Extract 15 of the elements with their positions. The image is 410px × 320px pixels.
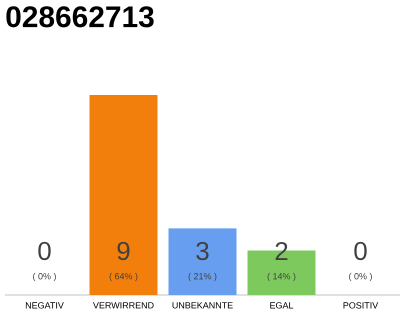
annotation: ( 0% ) [33,272,56,282]
annotation: ( 14% ) [268,272,296,282]
x-tick-label: NEGATIV [26,302,64,309]
data-label: 0 [354,242,367,260]
x-tick-label: VERWIRREND [92,302,154,308]
annotation: ( 64% ) [110,272,138,282]
data-label: 3 [196,242,209,260]
annotation: ( 0% ) [349,272,372,282]
data-label: 9 [118,242,130,260]
data-label: 0 [38,242,51,260]
chart-title: 028662713 [6,6,154,28]
x-tick-label: UNBEKANNTE [172,302,233,308]
x-tick-label: EGAL [270,302,294,309]
x-tick-label: POSITIV [344,302,378,309]
annotation: ( 21% ) [188,272,216,282]
